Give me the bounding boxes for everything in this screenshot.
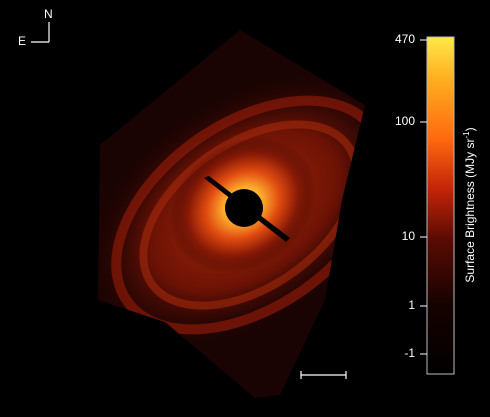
outer-ring [111, 95, 365, 335]
colorbar-tick-10: 10 [401, 229, 415, 243]
scale-bar [300, 371, 347, 379]
compass-arrows [31, 22, 50, 43]
mask-bar [204, 176, 290, 242]
compass-east-label: E [18, 34, 27, 48]
colorbar-title: Surface Brightness (MJy sr-1) [462, 127, 477, 283]
colorbar-tick-1: 1 [408, 298, 415, 312]
colorbar-tick-470: 470 [394, 32, 415, 46]
colorbar-tick-100: 100 [394, 114, 415, 128]
colorbar-tick-neg1: -1 [404, 346, 415, 360]
compass-north-label: N [44, 7, 53, 21]
colorbar [426, 36, 455, 375]
colorbar-ticks [420, 39, 427, 355]
